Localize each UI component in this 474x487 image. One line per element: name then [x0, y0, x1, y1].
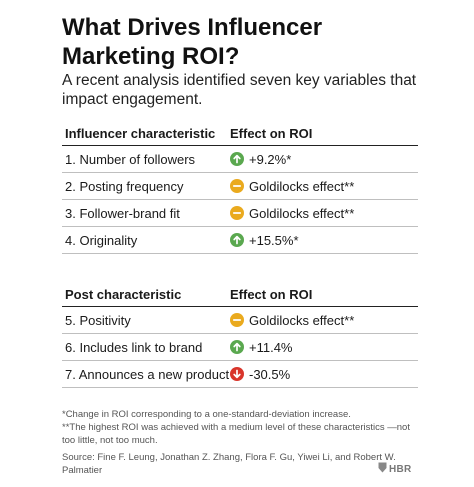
source-note: Source: Fine F. Leung, Jonathan Z. Zhang… — [62, 452, 396, 476]
brand-name: HBR — [389, 464, 412, 475]
row-label: 7. Announces a new product — [65, 367, 230, 382]
footnote-two-asterisks: **The highest ROI was achieved with a me… — [62, 422, 410, 446]
footnotes: *Change in ROI corresponding to a one-st… — [62, 408, 422, 477]
row-effect: -30.5% — [249, 367, 291, 382]
row-label: 5. Positivity — [65, 313, 131, 328]
down-arrow-icon — [230, 367, 244, 381]
row-effect: +9.2%* — [249, 152, 292, 167]
row-effect: Goldilocks effect** — [249, 179, 355, 194]
column-header-characteristic: Post characteristic — [65, 287, 182, 302]
column-header-effect: Effect on ROI — [230, 126, 313, 141]
up-arrow-icon — [230, 233, 244, 247]
table-row: 1. Number of followers +9.2%* — [62, 146, 418, 173]
up-arrow-icon — [230, 340, 244, 354]
table-row: 6. Includes link to brand +11.4% — [62, 334, 418, 361]
table-header: Post characteristic Effect on ROI — [62, 283, 418, 307]
table-body: 5. Positivity Goldilocks effect** 6. Inclu… — [62, 307, 418, 388]
table-body: 1. Number of followers +9.2%* 2. Posting f… — [62, 146, 418, 254]
table-row: 2. Posting frequency Goldilocks effect** — [62, 173, 418, 200]
row-effect: Goldilocks effect** — [249, 313, 355, 328]
row-label: 3. Follower-brand fit — [65, 206, 180, 221]
table-row: 3. Follower-brand fit Goldilocks effect** — [62, 200, 418, 227]
table-row: 7. Announces a new product -30.5% — [62, 361, 418, 388]
table-header: Influencer characteristic Effect on ROI — [62, 122, 418, 146]
table-row: 4. Originality +15.5%* — [62, 227, 418, 254]
row-label: 4. Originality — [65, 233, 138, 248]
influencer-characteristics-table: Influencer characteristic Effect on ROI … — [62, 122, 418, 254]
neutral-dash-icon — [230, 179, 244, 193]
chart-subtitle: A recent analysis identified seven key v… — [62, 72, 417, 108]
post-characteristics-table: Post characteristic Effect on ROI 5. Pos… — [62, 283, 418, 388]
row-effect: Goldilocks effect** — [249, 206, 355, 221]
row-label: 6. Includes link to brand — [65, 340, 203, 355]
row-label: 2. Posting frequency — [65, 179, 184, 194]
footnote-one-asterisk: *Change in ROI corresponding to a one-st… — [62, 409, 351, 420]
row-label: 1. Number of followers — [65, 152, 196, 167]
column-header-characteristic: Influencer characteristic — [65, 126, 216, 141]
up-arrow-icon — [230, 152, 244, 166]
hbr-logo: HBR — [378, 462, 412, 475]
column-header-effect: Effect on ROI — [230, 287, 313, 302]
table-row: 5. Positivity Goldilocks effect** — [62, 307, 418, 334]
neutral-dash-icon — [230, 206, 244, 220]
hbr-shield-icon — [378, 462, 387, 473]
row-effect: +15.5%* — [249, 233, 299, 248]
neutral-dash-icon — [230, 313, 244, 327]
chart-title: What Drives Influencer Marketing ROI? — [62, 14, 323, 70]
row-effect: +11.4% — [249, 340, 293, 355]
